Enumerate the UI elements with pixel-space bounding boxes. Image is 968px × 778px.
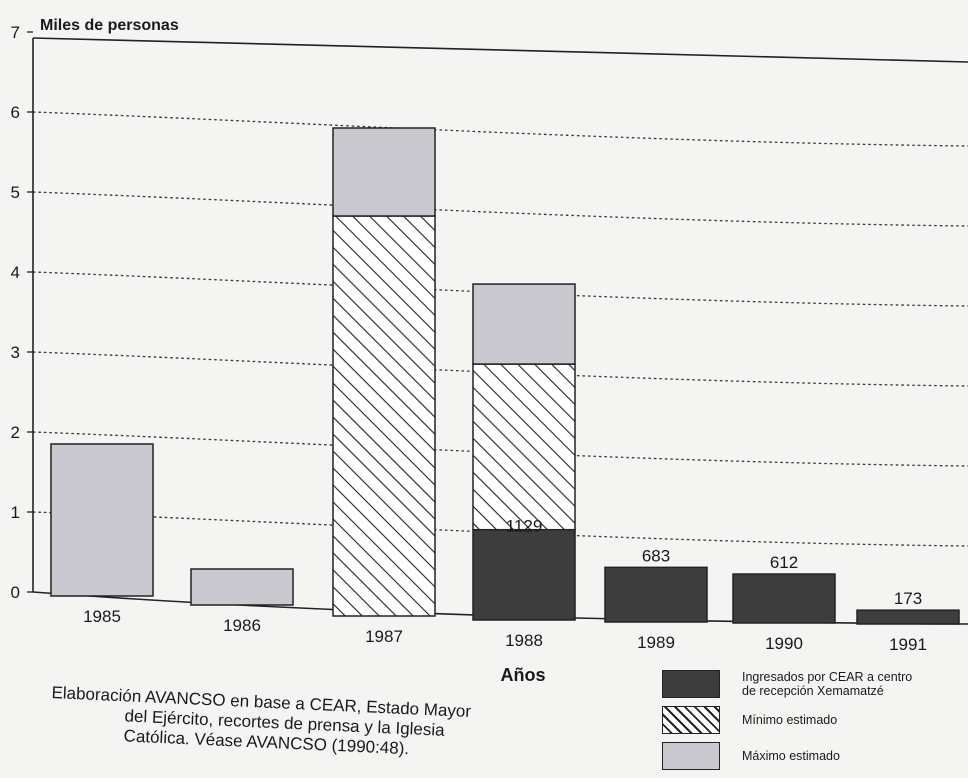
legend-swatch-hatch xyxy=(662,706,720,734)
data-label: 612 xyxy=(770,553,798,572)
y-tick-label: 2 xyxy=(11,423,20,442)
legend-item-ingresados: Ingresados por CEAR a centro de recepció… xyxy=(662,670,968,698)
bar-segment xyxy=(856,609,960,625)
bar-segment xyxy=(732,573,836,624)
gridline xyxy=(32,111,968,147)
y-tick-labels: 0 1 2 3 4 5 6 7 xyxy=(11,23,33,602)
bars xyxy=(50,127,960,625)
data-label: 683 xyxy=(642,546,670,565)
bar-segment xyxy=(50,443,154,597)
bar-segment xyxy=(472,528,576,621)
y-tick-label: 0 xyxy=(11,583,20,602)
legend-label-minimo: Mínimo estimado xyxy=(742,713,838,727)
bar-segment xyxy=(332,127,436,217)
legend-swatch-dark xyxy=(662,670,720,698)
legend-item-minimo: Mínimo estimado xyxy=(662,706,968,734)
x-tick-labels: 1985 1986 1987 1988 1989 1990 1991 xyxy=(83,607,927,654)
y-tick-label: 5 xyxy=(11,183,20,202)
x-tick-label: 1986 xyxy=(223,616,261,635)
bar-segment xyxy=(472,283,576,365)
legend-label-maximo: Máximo estimado xyxy=(742,749,840,763)
legend-swatch-light xyxy=(662,742,720,770)
x-tick-label: 1991 xyxy=(889,635,927,654)
plot-top-border xyxy=(32,37,968,63)
y-tick-label: 3 xyxy=(11,343,20,362)
x-tick-label: 1987 xyxy=(365,627,403,646)
y-tick-label: 1 xyxy=(11,503,20,522)
bar-segment xyxy=(604,566,708,623)
x-tick-label: 1990 xyxy=(765,634,803,653)
x-tick-label: 1988 xyxy=(505,631,543,650)
x-tick-label: 1985 xyxy=(83,607,121,626)
bar-segment xyxy=(332,215,436,617)
legend-item-maximo: Máximo estimado xyxy=(662,742,968,770)
data-label: 1129 xyxy=(506,517,543,536)
data-labels: 1129 683 612 173 xyxy=(506,517,922,608)
x-tick-label: 1989 xyxy=(637,633,675,652)
legend: Ingresados por CEAR a centro de recepció… xyxy=(662,670,968,778)
bar-segment xyxy=(190,568,294,606)
bar-segment xyxy=(472,363,576,531)
x-axis-title: Años xyxy=(501,665,546,685)
y-tick-label: 4 xyxy=(11,263,20,282)
gridline xyxy=(32,191,968,227)
data-label: 173 xyxy=(894,589,922,608)
legend-label-ingresados-line-2: de recepción Xemamatzé xyxy=(742,684,884,698)
y-tick-label: 6 xyxy=(11,103,20,122)
legend-label-ingresados-line-1: Ingresados por CEAR a centro xyxy=(742,670,913,684)
y-axis-title: Miles de personas xyxy=(40,17,179,34)
y-tick-label: 7 xyxy=(11,23,20,42)
